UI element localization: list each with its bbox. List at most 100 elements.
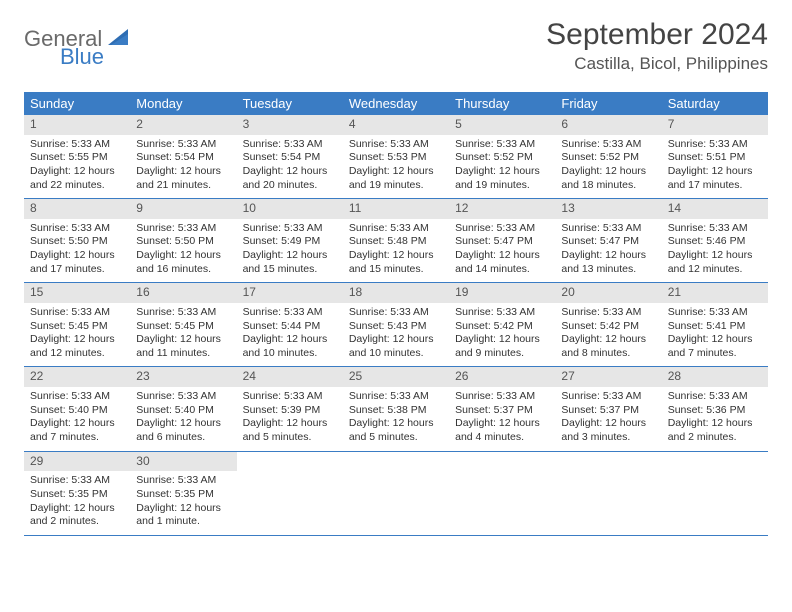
sunset-text: Sunset: 5:44 PM — [243, 320, 337, 334]
day-cell: 1Sunrise: 5:33 AMSunset: 5:55 PMDaylight… — [24, 115, 130, 198]
day-number: 4 — [343, 115, 449, 135]
sunrise-text: Sunrise: 5:33 AM — [243, 390, 337, 404]
sail-icon — [108, 27, 130, 52]
daylight-text: Daylight: 12 hours and 17 minutes. — [668, 165, 762, 192]
day-cell: 7Sunrise: 5:33 AMSunset: 5:51 PMDaylight… — [662, 115, 768, 198]
sunset-text: Sunset: 5:54 PM — [136, 151, 230, 165]
day-body: Sunrise: 5:33 AMSunset: 5:47 PMDaylight:… — [449, 219, 555, 283]
day-number: 9 — [130, 199, 236, 219]
day-cell: 30Sunrise: 5:33 AMSunset: 5:35 PMDayligh… — [130, 452, 236, 535]
daylight-text: Daylight: 12 hours and 21 minutes. — [136, 165, 230, 192]
sunrise-text: Sunrise: 5:33 AM — [136, 138, 230, 152]
day-cell: 11Sunrise: 5:33 AMSunset: 5:48 PMDayligh… — [343, 199, 449, 282]
sunset-text: Sunset: 5:53 PM — [349, 151, 443, 165]
sunset-text: Sunset: 5:36 PM — [668, 404, 762, 418]
daylight-text: Daylight: 12 hours and 19 minutes. — [455, 165, 549, 192]
day-number: 20 — [555, 283, 661, 303]
sunset-text: Sunset: 5:45 PM — [30, 320, 124, 334]
day-body: Sunrise: 5:33 AMSunset: 5:45 PMDaylight:… — [130, 303, 236, 367]
day-cell: 20Sunrise: 5:33 AMSunset: 5:42 PMDayligh… — [555, 283, 661, 366]
day-cell: 4Sunrise: 5:33 AMSunset: 5:53 PMDaylight… — [343, 115, 449, 198]
sunset-text: Sunset: 5:51 PM — [668, 151, 762, 165]
sunrise-text: Sunrise: 5:33 AM — [30, 138, 124, 152]
month-title: September 2024 — [546, 18, 768, 52]
daylight-text: Daylight: 12 hours and 15 minutes. — [349, 249, 443, 276]
day-cell: 9Sunrise: 5:33 AMSunset: 5:50 PMDaylight… — [130, 199, 236, 282]
day-cell: 3Sunrise: 5:33 AMSunset: 5:54 PMDaylight… — [237, 115, 343, 198]
day-cell: 13Sunrise: 5:33 AMSunset: 5:47 PMDayligh… — [555, 199, 661, 282]
day-number: 6 — [555, 115, 661, 135]
daylight-text: Daylight: 12 hours and 12 minutes. — [668, 249, 762, 276]
weekday-header: Wednesday — [343, 92, 449, 115]
weeks-container: 1Sunrise: 5:33 AMSunset: 5:55 PMDaylight… — [24, 115, 768, 536]
sunrise-text: Sunrise: 5:33 AM — [243, 222, 337, 236]
sunset-text: Sunset: 5:47 PM — [561, 235, 655, 249]
daylight-text: Daylight: 12 hours and 15 minutes. — [243, 249, 337, 276]
day-cell: 8Sunrise: 5:33 AMSunset: 5:50 PMDaylight… — [24, 199, 130, 282]
day-number: 26 — [449, 367, 555, 387]
day-body: Sunrise: 5:33 AMSunset: 5:42 PMDaylight:… — [555, 303, 661, 367]
day-number: 10 — [237, 199, 343, 219]
daylight-text: Daylight: 12 hours and 10 minutes. — [349, 333, 443, 360]
sunrise-text: Sunrise: 5:33 AM — [561, 222, 655, 236]
sunset-text: Sunset: 5:49 PM — [243, 235, 337, 249]
day-body: Sunrise: 5:33 AMSunset: 5:54 PMDaylight:… — [130, 135, 236, 199]
sunset-text: Sunset: 5:38 PM — [349, 404, 443, 418]
day-cell — [555, 452, 661, 535]
daylight-text: Daylight: 12 hours and 8 minutes. — [561, 333, 655, 360]
day-cell — [237, 452, 343, 535]
sunrise-text: Sunrise: 5:33 AM — [349, 390, 443, 404]
sunrise-text: Sunrise: 5:33 AM — [349, 138, 443, 152]
day-number: 29 — [24, 452, 130, 472]
sunset-text: Sunset: 5:50 PM — [136, 235, 230, 249]
day-cell: 19Sunrise: 5:33 AMSunset: 5:42 PMDayligh… — [449, 283, 555, 366]
day-cell: 22Sunrise: 5:33 AMSunset: 5:40 PMDayligh… — [24, 367, 130, 450]
day-body: Sunrise: 5:33 AMSunset: 5:49 PMDaylight:… — [237, 219, 343, 283]
day-body: Sunrise: 5:33 AMSunset: 5:40 PMDaylight:… — [24, 387, 130, 451]
day-body: Sunrise: 5:33 AMSunset: 5:38 PMDaylight:… — [343, 387, 449, 451]
day-cell — [662, 452, 768, 535]
day-cell: 18Sunrise: 5:33 AMSunset: 5:43 PMDayligh… — [343, 283, 449, 366]
day-number: 25 — [343, 367, 449, 387]
day-number: 8 — [24, 199, 130, 219]
sunset-text: Sunset: 5:37 PM — [455, 404, 549, 418]
sunrise-text: Sunrise: 5:33 AM — [455, 390, 549, 404]
sunset-text: Sunset: 5:52 PM — [455, 151, 549, 165]
sunrise-text: Sunrise: 5:33 AM — [136, 390, 230, 404]
sunset-text: Sunset: 5:42 PM — [455, 320, 549, 334]
sunrise-text: Sunrise: 5:33 AM — [136, 222, 230, 236]
day-body: Sunrise: 5:33 AMSunset: 5:43 PMDaylight:… — [343, 303, 449, 367]
daylight-text: Daylight: 12 hours and 14 minutes. — [455, 249, 549, 276]
sunset-text: Sunset: 5:54 PM — [243, 151, 337, 165]
sunrise-text: Sunrise: 5:33 AM — [561, 138, 655, 152]
sunrise-text: Sunrise: 5:33 AM — [455, 222, 549, 236]
day-cell: 24Sunrise: 5:33 AMSunset: 5:39 PMDayligh… — [237, 367, 343, 450]
day-cell: 16Sunrise: 5:33 AMSunset: 5:45 PMDayligh… — [130, 283, 236, 366]
sunset-text: Sunset: 5:40 PM — [30, 404, 124, 418]
day-body: Sunrise: 5:33 AMSunset: 5:36 PMDaylight:… — [662, 387, 768, 451]
daylight-text: Daylight: 12 hours and 5 minutes. — [243, 417, 337, 444]
title-block: September 2024 Castilla, Bicol, Philippi… — [546, 18, 768, 74]
sunset-text: Sunset: 5:35 PM — [136, 488, 230, 502]
daylight-text: Daylight: 12 hours and 3 minutes. — [561, 417, 655, 444]
day-cell: 14Sunrise: 5:33 AMSunset: 5:46 PMDayligh… — [662, 199, 768, 282]
header: General Blue September 2024 Castilla, Bi… — [24, 18, 768, 74]
day-cell: 6Sunrise: 5:33 AMSunset: 5:52 PMDaylight… — [555, 115, 661, 198]
weekday-header: Tuesday — [237, 92, 343, 115]
sunrise-text: Sunrise: 5:33 AM — [561, 390, 655, 404]
day-number: 27 — [555, 367, 661, 387]
sunrise-text: Sunrise: 5:33 AM — [561, 306, 655, 320]
day-cell: 26Sunrise: 5:33 AMSunset: 5:37 PMDayligh… — [449, 367, 555, 450]
day-number: 16 — [130, 283, 236, 303]
day-cell: 10Sunrise: 5:33 AMSunset: 5:49 PMDayligh… — [237, 199, 343, 282]
sunrise-text: Sunrise: 5:33 AM — [136, 306, 230, 320]
week-row: 8Sunrise: 5:33 AMSunset: 5:50 PMDaylight… — [24, 199, 768, 283]
sunrise-text: Sunrise: 5:33 AM — [30, 306, 124, 320]
day-body: Sunrise: 5:33 AMSunset: 5:46 PMDaylight:… — [662, 219, 768, 283]
day-number: 7 — [662, 115, 768, 135]
daylight-text: Daylight: 12 hours and 22 minutes. — [30, 165, 124, 192]
sunset-text: Sunset: 5:46 PM — [668, 235, 762, 249]
day-body: Sunrise: 5:33 AMSunset: 5:50 PMDaylight:… — [24, 219, 130, 283]
day-body: Sunrise: 5:33 AMSunset: 5:35 PMDaylight:… — [24, 471, 130, 535]
week-row: 1Sunrise: 5:33 AMSunset: 5:55 PMDaylight… — [24, 115, 768, 199]
